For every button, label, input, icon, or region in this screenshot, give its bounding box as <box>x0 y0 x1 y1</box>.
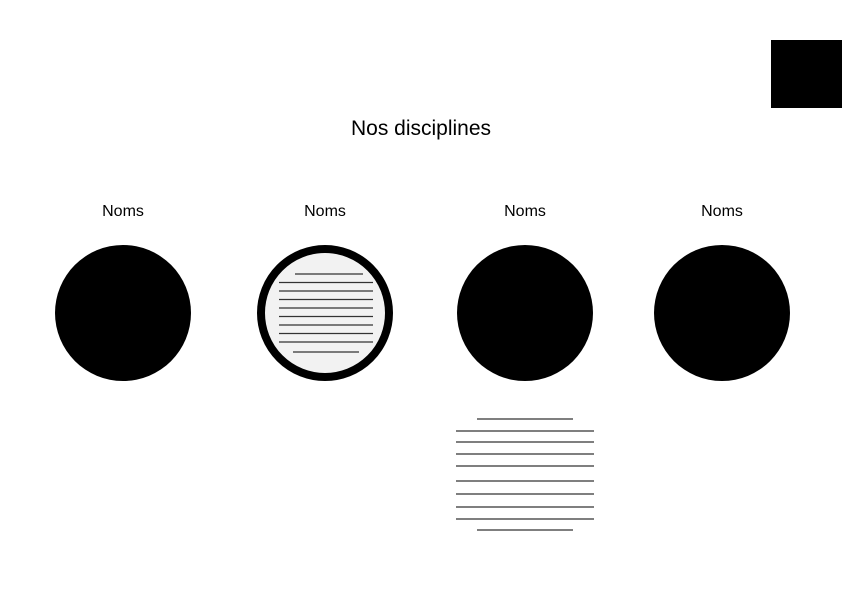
discipline-circle[interactable] <box>654 245 790 381</box>
discipline-circle[interactable] <box>457 245 593 381</box>
discipline-label: Noms <box>504 203 546 220</box>
discipline-label: Noms <box>304 203 346 220</box>
discipline-card-4[interactable]: Noms <box>652 201 792 381</box>
page-title: Nos disciplines <box>350 117 492 140</box>
text-lines-placeholder-icon <box>279 273 373 353</box>
discipline-card-1[interactable]: Noms <box>53 201 193 381</box>
menu-block-icon[interactable] <box>771 40 842 108</box>
discipline-card-2[interactable]: Noms <box>255 201 395 381</box>
discipline-label: Noms <box>102 203 144 220</box>
discipline-card-3[interactable]: Noms <box>455 201 595 381</box>
discipline-label: Noms <box>701 203 743 220</box>
discipline-circle-hovered[interactable] <box>257 245 393 381</box>
description-text-lines-icon <box>456 418 594 531</box>
discipline-circle[interactable] <box>55 245 191 381</box>
